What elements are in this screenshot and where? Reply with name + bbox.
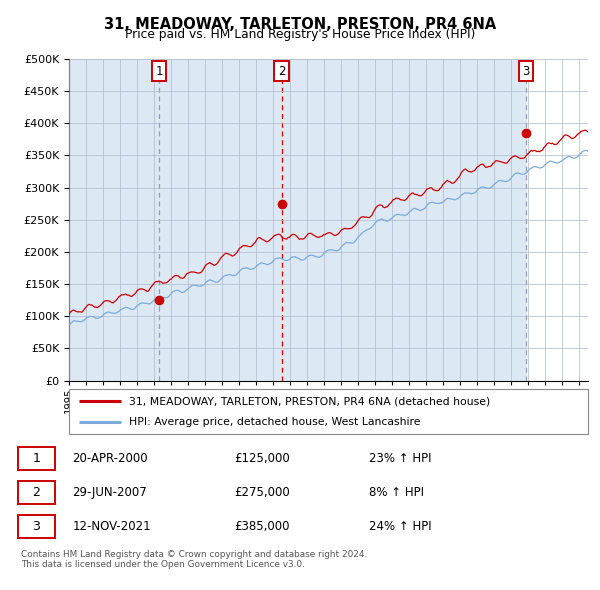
Text: £125,000: £125,000 — [234, 452, 290, 465]
Text: Contains HM Land Registry data © Crown copyright and database right 2024.
This d: Contains HM Land Registry data © Crown c… — [21, 550, 367, 569]
Text: 2: 2 — [278, 64, 285, 77]
Text: 12-NOV-2021: 12-NOV-2021 — [73, 520, 151, 533]
Text: £275,000: £275,000 — [234, 486, 290, 499]
Text: 24% ↑ HPI: 24% ↑ HPI — [369, 520, 432, 533]
FancyBboxPatch shape — [18, 447, 55, 470]
Text: Price paid vs. HM Land Registry's House Price Index (HPI): Price paid vs. HM Land Registry's House … — [125, 28, 475, 41]
FancyBboxPatch shape — [18, 481, 55, 504]
Text: 31, MEADOWAY, TARLETON, PRESTON, PR4 6NA: 31, MEADOWAY, TARLETON, PRESTON, PR4 6NA — [104, 17, 496, 31]
Bar — [159, 59, 281, 381]
Text: 29-JUN-2007: 29-JUN-2007 — [73, 486, 147, 499]
Bar — [69, 59, 159, 381]
FancyBboxPatch shape — [69, 389, 588, 434]
Text: 1: 1 — [32, 452, 40, 465]
Text: £385,000: £385,000 — [234, 520, 289, 533]
Text: HPI: Average price, detached house, West Lancashire: HPI: Average price, detached house, West… — [128, 417, 420, 427]
Bar — [281, 59, 526, 381]
Text: 1: 1 — [155, 64, 163, 77]
Text: 8% ↑ HPI: 8% ↑ HPI — [369, 486, 424, 499]
Text: 20-APR-2000: 20-APR-2000 — [73, 452, 148, 465]
Text: 2: 2 — [32, 486, 40, 499]
FancyBboxPatch shape — [18, 515, 55, 538]
Text: 23% ↑ HPI: 23% ↑ HPI — [369, 452, 431, 465]
Text: 3: 3 — [523, 64, 530, 77]
Text: 3: 3 — [32, 520, 40, 533]
Text: 31, MEADOWAY, TARLETON, PRESTON, PR4 6NA (detached house): 31, MEADOWAY, TARLETON, PRESTON, PR4 6NA… — [128, 396, 490, 407]
